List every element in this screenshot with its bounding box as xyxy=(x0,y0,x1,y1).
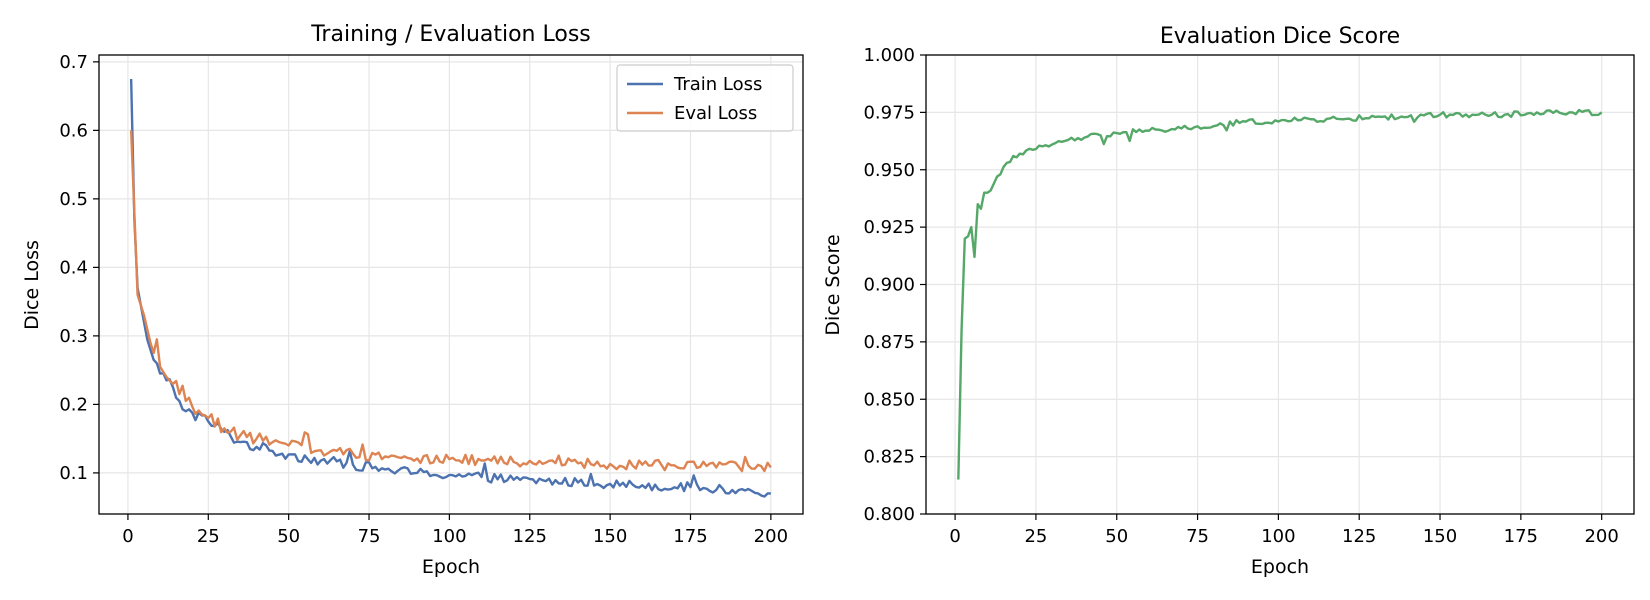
x-tick-label: 0 xyxy=(949,526,960,547)
x-tick-label: 75 xyxy=(358,526,381,547)
dice-chart-ylabel: Dice Score xyxy=(822,234,844,335)
x-tick-label: 150 xyxy=(593,526,627,547)
x-tick-label: 100 xyxy=(1261,526,1295,547)
x-tick-label: 150 xyxy=(1423,526,1457,547)
y-tick-label: 0.7 xyxy=(59,52,88,73)
y-tick-label: 0.925 xyxy=(863,217,915,238)
x-tick-label: 125 xyxy=(513,526,547,547)
y-tick-label: 0.950 xyxy=(863,160,915,181)
y-tick-label: 0.6 xyxy=(59,120,88,141)
series-line-train-loss xyxy=(129,78,771,498)
y-tick-label: 0.1 xyxy=(59,463,88,484)
y-tick-label: 0.825 xyxy=(863,447,915,468)
loss-chart-title: Training / Evaluation Loss xyxy=(310,22,591,47)
y-tick-label: 1.000 xyxy=(863,45,915,66)
y-tick-label: 0.875 xyxy=(863,332,915,353)
dice-chart-xlabel: Epoch xyxy=(1251,556,1309,578)
x-tick-label: 125 xyxy=(1342,526,1376,547)
x-tick-label: 200 xyxy=(754,526,788,547)
x-tick-label: 0 xyxy=(122,526,133,547)
y-tick-label: 0.800 xyxy=(863,504,915,525)
x-tick-label: 25 xyxy=(197,526,220,547)
legend-label-train-loss: Train Loss xyxy=(673,74,762,95)
axes-frame xyxy=(98,54,804,515)
x-tick-label: 100 xyxy=(432,526,466,547)
legend-label-eval-loss: Eval Loss xyxy=(674,103,757,124)
series-line-eval-loss xyxy=(129,130,772,473)
dice-chart-title: Evaluation Dice Score xyxy=(1160,24,1400,49)
loss-chart-ylabel: Dice Loss xyxy=(21,240,43,330)
dice-chart-panel: Evaluation Dice Score Epoch Dice Score 0… xyxy=(822,24,1635,578)
x-tick-label: 50 xyxy=(1105,526,1128,547)
y-tick-label: 0.850 xyxy=(863,389,915,410)
legend-box xyxy=(616,64,794,132)
series-line-series-0 xyxy=(957,108,1603,480)
y-tick-label: 0.2 xyxy=(59,394,88,415)
y-tick-label: 0.900 xyxy=(863,275,915,296)
y-tick-label: 0.975 xyxy=(863,102,915,123)
y-tick-label: 0.5 xyxy=(59,189,88,210)
y-tick-label: 0.3 xyxy=(59,326,88,347)
x-tick-label: 175 xyxy=(673,526,707,547)
legend: Train Loss Eval Loss xyxy=(616,64,794,132)
x-tick-label: 25 xyxy=(1024,526,1047,547)
y-tick-label: 0.4 xyxy=(59,257,88,278)
x-tick-label: 75 xyxy=(1186,526,1209,547)
x-tick-label: 175 xyxy=(1504,526,1538,547)
loss-chart-panel: Training / Evaluation Loss Epoch Dice Lo… xyxy=(21,22,804,578)
x-tick-label: 50 xyxy=(277,526,300,547)
x-tick-label: 200 xyxy=(1584,526,1618,547)
loss-chart-xlabel: Epoch xyxy=(422,556,480,578)
